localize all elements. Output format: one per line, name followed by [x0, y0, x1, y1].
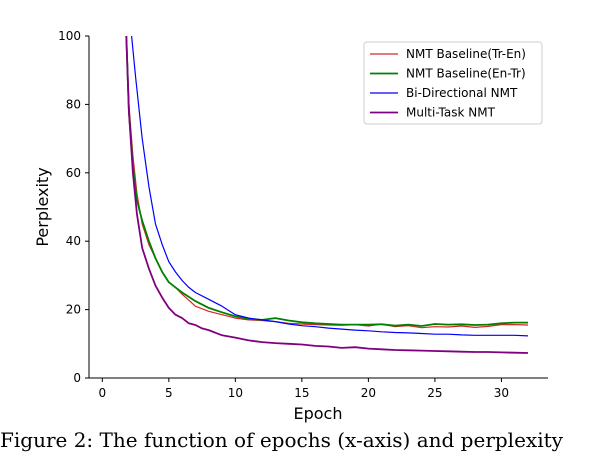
- x-tick-label: 0: [98, 386, 106, 400]
- y-tick-label: 100: [58, 29, 81, 43]
- y-tick-label: 20: [66, 303, 81, 317]
- x-tick-label: 30: [494, 386, 509, 400]
- x-tick-label: 20: [361, 386, 376, 400]
- x-tick-label: 10: [228, 386, 243, 400]
- series-line-3: [131, 35, 529, 337]
- series-line-2: [125, 35, 528, 327]
- axes-layer: [88, 36, 548, 379]
- y-tick-label: 60: [66, 166, 81, 180]
- y-tick-label: 40: [66, 234, 81, 248]
- legend-frame: [363, 41, 543, 125]
- ticks-layer: 0 5 10 15 20 25 30 0 20 40 60 80 100: [58, 29, 509, 400]
- legend-entry-label: NMT Baseline(Tr-En): [406, 47, 526, 61]
- legend-entry-label: Multi-Task NMT: [406, 106, 496, 120]
- legend-entry-label: NMT Baseline(En-Tr): [406, 67, 526, 81]
- x-tick-label: 25: [427, 386, 442, 400]
- x-tick-label: 5: [165, 386, 173, 400]
- y-tick-label: 0: [73, 371, 81, 385]
- x-axis-title: Epoch: [294, 404, 343, 423]
- y-axis-title: Perplexity: [33, 167, 52, 246]
- y-tick-label: 80: [66, 97, 81, 111]
- x-tick-label: 15: [294, 386, 309, 400]
- legend: NMT Baseline(Tr-En) NMT Baseline(En-Tr) Bi…: [363, 41, 543, 125]
- series-line-4: [125, 35, 529, 354]
- legend-entry-label: Bi-Directional NMT: [406, 86, 518, 100]
- series-layer: [125, 35, 529, 354]
- figure-caption: Figure 2: The function of epochs (x-axis…: [0, 428, 563, 452]
- perplexity-chart: 0 5 10 15 20 25 30 0 20 40 60 80 100 Epoch Perplexit…: [33, 29, 548, 423]
